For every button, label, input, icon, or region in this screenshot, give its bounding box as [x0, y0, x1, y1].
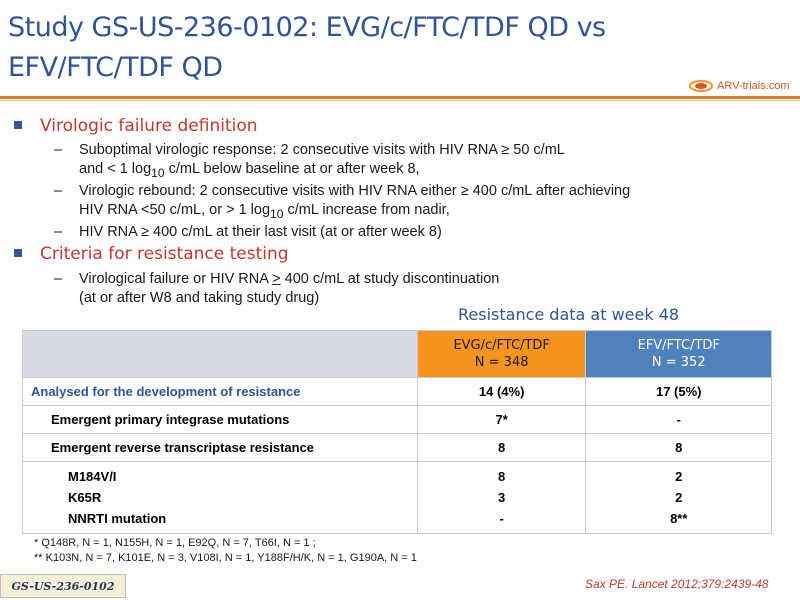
- row-evg-value: 7*: [416, 405, 587, 434]
- mutation-efv-cell: 2 2 8**: [585, 461, 772, 534]
- sub-item-last-visit: – HIV RNA ≥ 400 c/mL at their last visit …: [54, 224, 442, 240]
- row-efv-value: -: [585, 405, 772, 434]
- arv-trials-logo: ARV-trials.com: [688, 76, 793, 96]
- sub-item-criteria: – Virological failure or HIV RNA > 400 c/…: [54, 271, 500, 306]
- sub-item-text: HIV RNA ≥ 400 c/mL at their last visit (…: [79, 224, 442, 240]
- bullet-virologic-failure: Virologic failure definition: [14, 116, 258, 136]
- mutation-label: K65R: [68, 490, 102, 505]
- square-bullet-icon: [14, 121, 22, 129]
- header-evg-name: EVG/c/FTC/TDF: [453, 338, 550, 353]
- header-blank-cell: [22, 330, 418, 378]
- mutation-evg-cell: 8 3 -: [416, 461, 587, 534]
- table-header-row: EVG/c/FTC/TDF N = 348 EFV/FTC/TDF N = 35…: [22, 330, 772, 378]
- header-evg-n: N = 348: [474, 355, 529, 370]
- table-row: Emergent reverse transcriptase resistanc…: [22, 433, 772, 462]
- sub-item-text: and < 1 log: [79, 161, 152, 177]
- row-evg-value: 8: [416, 433, 587, 462]
- mutation-efv-value: 2: [675, 490, 683, 505]
- title-divider: [0, 96, 800, 99]
- sub-item-text: Virological failure or HIV RNA: [79, 271, 273, 287]
- row-evg-value: 14 (4%): [416, 377, 587, 406]
- sub-item-suboptimal: – Suboptimal virologic response: 2 consec…: [54, 142, 565, 180]
- row-label: Analysed for the development of resistan…: [22, 377, 418, 406]
- reference-citation: Sax PE. Lancet 2012;379:2439-48: [585, 577, 769, 591]
- mutation-label: M184V/I: [68, 469, 117, 484]
- row-label: Emergent reverse transcriptase resistanc…: [22, 433, 418, 462]
- study-tag: GS-US-236-0102: [0, 574, 126, 598]
- table-title: Resistance data at week 48: [458, 305, 680, 324]
- logo-text: ARV-trials.com: [717, 80, 790, 92]
- underlined-symbol: >: [272, 271, 281, 287]
- row-efv-value: 17 (5%): [585, 377, 772, 406]
- table-row: Analysed for the development of resistan…: [22, 377, 772, 406]
- header-efv-n: N = 352: [651, 355, 706, 370]
- bullet-heading: Criteria for resistance testing: [40, 244, 289, 264]
- mutation-evg-value: -: [499, 511, 504, 526]
- logo-swirl-icon: [689, 80, 713, 92]
- table-row-mutations: M184V/I K65R NNRTI mutation 8 3 - 2 2 8*…: [22, 461, 772, 534]
- footnote-nnrti: ** K103N, N = 7, K101E, N = 3, V108I, N …: [34, 552, 417, 564]
- mutation-evg-value: 8: [498, 469, 506, 484]
- sub-item-text: 400 c/mL at study discontinuation: [280, 271, 500, 287]
- title-divider-light: [0, 100, 800, 101]
- header-evg-cell: EVG/c/FTC/TDF N = 348: [416, 330, 587, 378]
- square-bullet-icon: [14, 249, 22, 257]
- header-efv-cell: EFV/FTC/TDF N = 352: [585, 330, 772, 378]
- slide-title: Study GS-US-236-0102: EVG/c/FTC/TDF QD v…: [8, 12, 606, 83]
- subscript: 10: [151, 165, 165, 180]
- mutation-efv-value: 8**: [670, 511, 688, 526]
- mutation-labels-cell: M184V/I K65R NNRTI mutation: [22, 461, 418, 534]
- sub-item-text: Suboptimal virologic response: 2 consecu…: [79, 142, 565, 158]
- footnote-integrase: * Q148R, N = 1, N155H, N = 1, E92Q, N = …: [34, 537, 316, 549]
- mutation-label: NNRTI mutation: [68, 511, 167, 526]
- mutation-evg-value: 3: [498, 490, 506, 505]
- sub-item-text: Virologic rebound: 2 consecutive visits …: [79, 183, 631, 199]
- mutation-efv-value: 2: [675, 469, 683, 484]
- header-efv-name: EFV/FTC/TDF: [637, 338, 720, 353]
- row-label: Emergent primary integrase mutations: [22, 405, 418, 434]
- resistance-table: EVG/c/FTC/TDF N = 348 EFV/FTC/TDF N = 35…: [22, 330, 772, 534]
- sub-item-text: HIV RNA <50 c/mL, or > 1 log: [79, 202, 271, 218]
- bullet-heading: Virologic failure definition: [40, 116, 258, 136]
- row-efv-value: 8: [585, 433, 772, 462]
- sub-item-text: (at or after W8 and taking study drug): [79, 290, 320, 306]
- sub-item-text: c/mL below baseline at or after week 8,: [164, 161, 420, 177]
- table-row: Emergent primary integrase mutations 7* …: [22, 405, 772, 434]
- bullet-resistance-criteria: Criteria for resistance testing: [14, 244, 289, 264]
- subscript: 10: [270, 206, 284, 221]
- sub-item-text: c/mL increase from nadir,: [283, 202, 450, 218]
- sub-item-rebound: – Virologic rebound: 2 consecutive visits…: [54, 183, 631, 221]
